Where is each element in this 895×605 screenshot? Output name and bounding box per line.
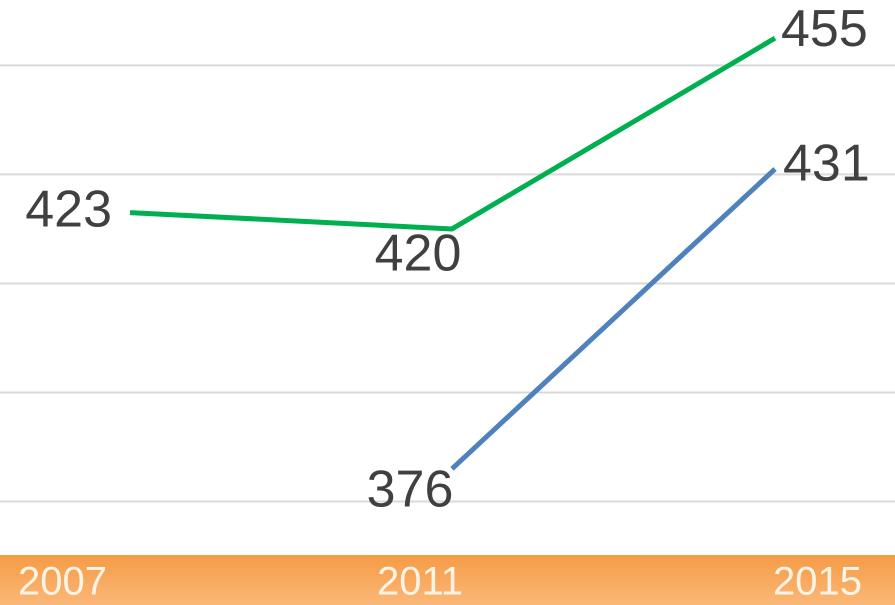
data-label: 376 — [367, 461, 454, 519]
data-label: 455 — [781, 0, 868, 58]
x-tick-label: 2011 — [377, 560, 463, 604]
series-line — [450, 167, 777, 471]
data-label: 420 — [375, 225, 462, 283]
x-tick-label: 2015 — [773, 560, 862, 604]
data-label: 423 — [25, 180, 112, 238]
data-label: 431 — [783, 135, 870, 193]
series-line — [129, 36, 777, 232]
x-axis-band — [0, 555, 895, 605]
x-tick-label: 2007 — [18, 560, 107, 604]
